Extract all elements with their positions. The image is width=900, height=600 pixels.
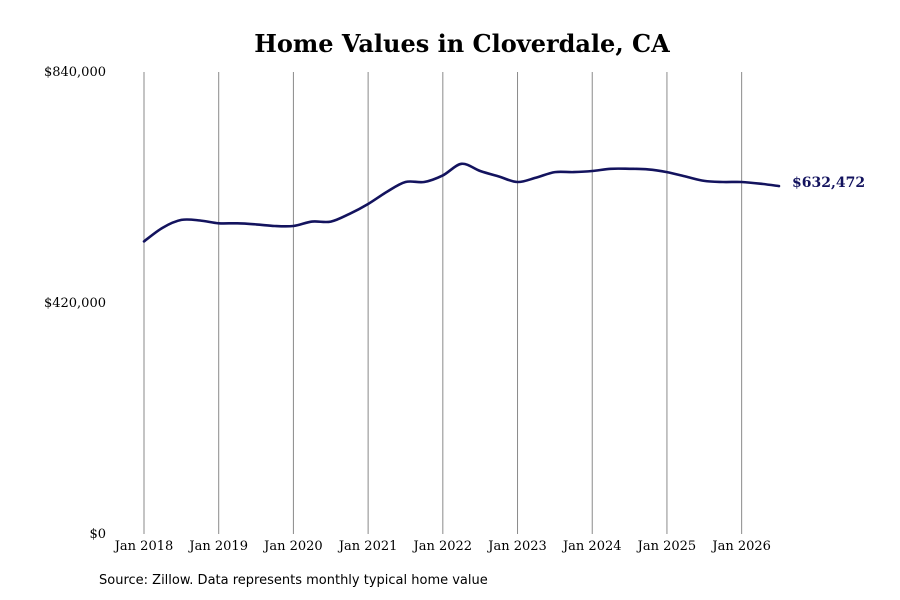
chart-title: Home Values in Cloverdale, CA bbox=[254, 29, 670, 58]
x-tick-label: Jan 2020 bbox=[262, 539, 323, 554]
gridlines bbox=[143, 72, 743, 534]
x-tick-label: Jan 2022 bbox=[412, 539, 473, 554]
y-tick-label: $0 bbox=[89, 527, 106, 542]
x-tick-label: Jan 2018 bbox=[113, 539, 174, 554]
x-tick-label: Jan 2025 bbox=[636, 539, 697, 554]
y-axis-ticks: $0 $420,000 $840,000 bbox=[44, 65, 106, 542]
x-tick-label: Jan 2024 bbox=[561, 539, 622, 554]
x-tick-label: Jan 2019 bbox=[187, 539, 248, 554]
x-tick-label: Jan 2026 bbox=[710, 539, 771, 554]
x-axis-ticks: Jan 2018 Jan 2019 Jan 2020 Jan 2021 Jan 2022… bbox=[113, 539, 771, 554]
source-note: Source: Zillow. Data represents monthly … bbox=[99, 573, 488, 588]
y-tick-label: $420,000 bbox=[44, 296, 106, 311]
x-tick-label: Jan 2023 bbox=[486, 539, 547, 554]
series-layer bbox=[142, 162, 781, 243]
y-tick-label: $840,000 bbox=[44, 65, 106, 80]
end-value-label: $632,472 bbox=[792, 175, 865, 191]
x-tick-label: Jan 2021 bbox=[337, 539, 398, 554]
series-line bbox=[142, 162, 781, 243]
